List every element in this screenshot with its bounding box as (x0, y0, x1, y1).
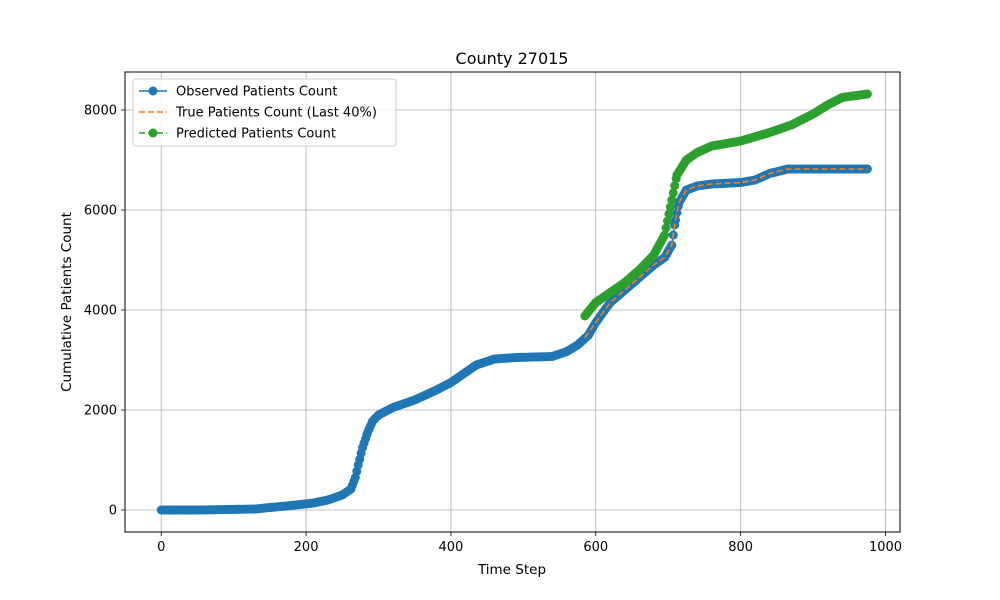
legend-item: Predicted Patients Count (139, 127, 336, 142)
grid (125, 72, 900, 532)
series-line (584, 93, 868, 317)
x-tick-label: 800 (728, 540, 753, 555)
legend-label: Observed Patients Count (176, 85, 337, 100)
y-tick-label: 8000 (84, 104, 117, 119)
chart-title: County 27015 (456, 49, 569, 68)
x-tick-label: 600 (583, 540, 608, 555)
data-point (660, 230, 670, 240)
y-tick-label: 2000 (84, 404, 117, 419)
legend-frame (132, 78, 397, 147)
series-1 (156, 164, 872, 515)
series-line (584, 168, 868, 338)
y-axis-label: Cumulative Patients Count (59, 212, 75, 392)
x-tick-label: 0 (157, 540, 165, 555)
legend-item: Observed Patients Count (139, 85, 337, 100)
series-3 (580, 89, 872, 321)
legend-swatch-marker (148, 86, 158, 96)
y-tick-label: 4000 (84, 304, 117, 319)
x-axis-label: Time Step (477, 562, 546, 578)
plot-frame (124, 71, 901, 533)
series-layer (156, 89, 872, 515)
x-tick-label: 1000 (869, 540, 902, 555)
legend-label: Predicted Patients Count (176, 127, 336, 142)
x-tick-label: 200 (294, 540, 319, 555)
y-tick-label: 6000 (84, 204, 117, 219)
y-tick-label: 0 (109, 504, 117, 519)
series-2 (584, 168, 868, 338)
data-point (665, 202, 675, 212)
legend-item: True Patients Count (Last 40%) (139, 106, 377, 121)
data-point (667, 195, 677, 205)
ticks: 0 200 400 600 800 1000 0 2000 4000 6000 8000 (84, 104, 902, 556)
legend: Observed Patients Count True Patients Cou… (132, 78, 397, 147)
x-tick-label: 400 (439, 540, 464, 555)
legend-label: True Patients Count (Last 40%) (175, 106, 377, 121)
legend-swatch-marker (148, 128, 158, 138)
